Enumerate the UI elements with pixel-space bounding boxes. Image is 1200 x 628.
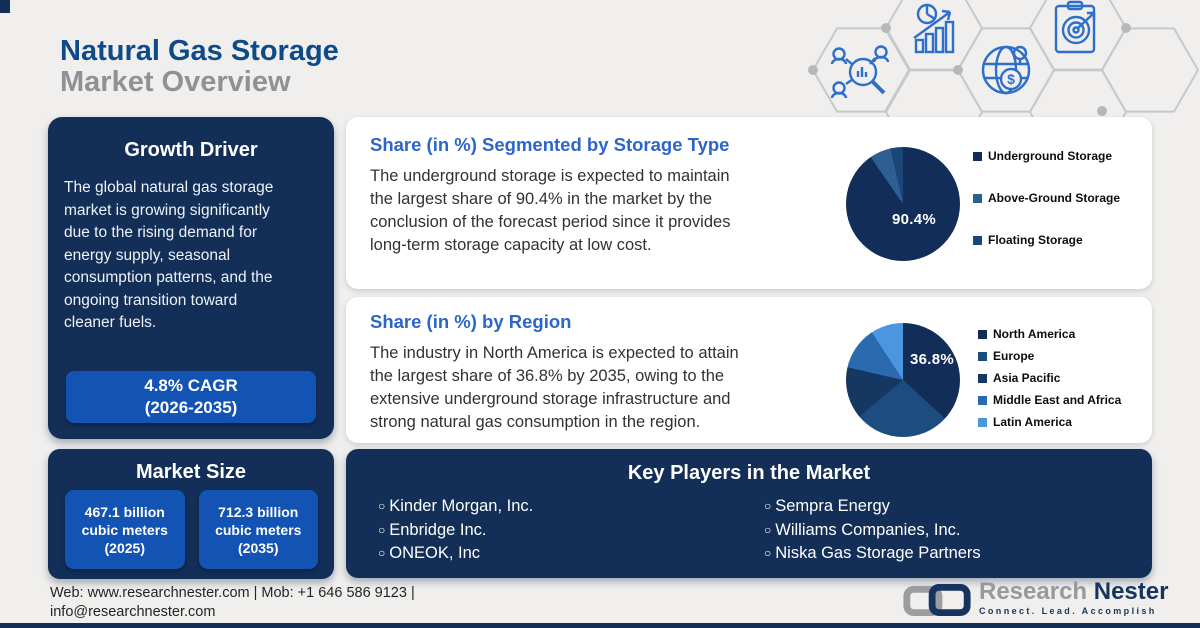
key-players-column-2: ○ Sempra Energy ○ Williams Companies, Inc.… [764,495,981,566]
region-panel-title: Share (in %) by Region [370,311,572,332]
legend-item: Asia Pacific [978,371,1121,385]
growth-driver-body: The global natural gas storage market is… [64,179,274,331]
market-size-2025-badge: 467.1 billion cubic meters (2025) [65,490,185,569]
legend-label: Europe [993,349,1035,363]
legend-item: Above-Ground Storage [973,191,1120,205]
svg-text:$: $ [1007,71,1015,87]
key-player-item: ○ Sempra Energy [764,495,981,519]
legend-label: Asia Pacific [993,371,1061,385]
legend-marker-icon [978,417,987,427]
legend-item: Underground Storage [973,149,1120,163]
key-players-column-1: ○ Kinder Morgan, Inc. ○ Enbridge Inc. ○ ONE… [378,495,764,566]
storage-pie-label: 90.4% [892,211,937,228]
legend-label: Middle East and Africa [993,393,1122,407]
legend-label: North America [993,327,1076,341]
page-title: Natural Gas Storage Market Overview [60,36,339,98]
logo-name-research: Research [979,578,1088,605]
region-panel: Share (in %) by Region The industry in N… [346,297,1152,443]
key-players-title: Key Players in the Market [627,462,871,484]
logo-tagline: Connect. Lead. Accomplish [979,606,1157,616]
page-title-line2: Market Overview [60,66,291,98]
key-player-name: Niska Gas Storage Partners [775,544,981,562]
legend-item: North America [978,327,1121,341]
legend-item: Middle East and Africa [978,393,1121,407]
legend-marker-icon [973,235,982,245]
page-title-line1: Natural Gas Storage [60,35,339,67]
circle-bullet-icon: ○ [764,522,772,537]
hexagon-decor: $ [808,0,1200,128]
target-clipboard-icon [1054,0,1096,54]
legend-label: Above-Ground Storage [988,191,1121,205]
growth-analytics-icon [913,3,955,54]
circle-bullet-icon: ○ [764,546,772,560]
circle-bullet-icon: ○ [764,499,772,513]
legend-marker-icon [978,329,987,339]
storage-type-panel: Share (in %) Segmented by Storage Type T… [346,117,1152,289]
region-pie-legend: North America Europe Asia Pacific Middle Ea… [978,327,1121,437]
circle-bullet-icon: ○ [378,522,386,537]
logo-name: Research Nester [979,580,1168,604]
key-player-item: ○ Enbridge Inc. [378,519,764,543]
legend-item: Floating Storage [973,233,1120,247]
market-research-icon [830,45,890,99]
storage-pie-chart: 90.4% [846,147,960,261]
region-pie-label: 36.8% [910,351,955,368]
market-size-values: 467.1 billion cubic meters (2025) 712.3 … [65,490,318,569]
storage-panel-body: The underground storage is expected to m… [370,167,731,254]
key-player-name: Williams Companies, Inc. [775,520,961,539]
circle-bullet-icon: ○ [378,499,386,513]
legend-label: Underground Storage [988,149,1113,163]
research-nester-logo: Research Nester Connect. Lead. Accomplis… [901,580,1168,620]
region-panel-body: The industry in North America is expecte… [370,344,739,431]
market-size-title: Market Size [135,461,247,483]
legend-marker-icon [978,395,987,405]
circle-bullet-icon: ○ [378,546,386,560]
legend-marker-icon [978,351,987,361]
logo-name-nester: Nester [1087,578,1169,605]
key-player-item: ○ Kinder Morgan, Inc. [378,495,764,519]
market-size-panel: Market Size 467.1 billion cubic meters (… [48,449,334,579]
legend-label: Latin America [993,415,1072,429]
key-players-columns: ○ Kinder Morgan, Inc. ○ Enbridge Inc. ○ ONE… [378,495,1132,566]
key-player-name: ONEOK, Inc [389,544,481,562]
key-player-name: Enbridge Inc. [389,520,487,539]
key-player-name: Sempra Energy [775,497,890,515]
storage-pie-legend: Underground Storage Above-Ground Storage F… [973,149,1120,275]
market-size-2035-badge: 712.3 billion cubic meters (2035) [198,490,318,569]
key-player-name: Kinder Morgan, Inc. [389,497,534,515]
legend-marker-icon [978,373,987,383]
growth-driver-panel: Growth Driver The global natural gas sto… [48,117,334,439]
legend-item: Europe [978,349,1121,363]
cagr-badge: 4.8% CAGR (2026-2035) [66,371,316,423]
legend-marker-icon [973,151,982,161]
key-player-item: ○ Niska Gas Storage Partners [764,542,981,566]
key-player-item: ○ ONEOK, Inc [378,542,764,566]
legend-marker-icon [973,193,982,203]
key-players-panel: Key Players in the Market ○ Kinder Morgan… [346,449,1152,578]
key-player-item: ○ Williams Companies, Inc. [764,519,981,543]
corner-accent [0,0,10,13]
bottom-bar [0,623,1200,628]
global-market-icon: $ [981,45,1031,95]
legend-item: Latin America [978,415,1121,429]
region-pie-chart: 36.8% [846,323,960,437]
footer-contact: Web: www.researchnester.com | Mob: +1 64… [50,585,415,620]
growth-driver-title: Growth Driver [124,139,258,161]
storage-panel-title: Share (in %) Segmented by Storage Type [370,134,730,155]
logo-chain-icon [903,583,971,617]
logo-text: Research Nester Connect. Lead. Accomplis… [979,580,1168,617]
legend-label: Floating Storage [988,233,1083,247]
